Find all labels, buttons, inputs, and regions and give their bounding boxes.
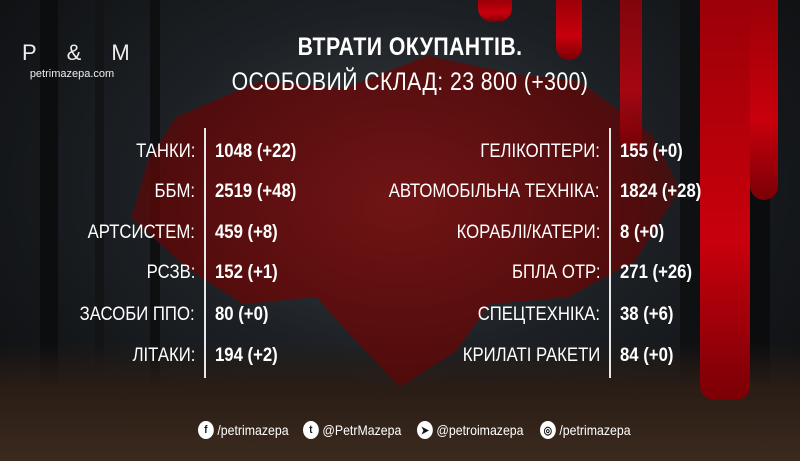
social-text: /petrimazepa <box>559 422 631 438</box>
social-instagram[interactable]: ◎/petrimazepa <box>539 421 631 439</box>
left-stat-label: ЛІТАКИ: <box>132 345 195 366</box>
left-stat-label: ББМ: <box>154 181 195 202</box>
social-text: /petrimazepa <box>217 422 289 438</box>
logo-url: petrimazepa.com <box>29 68 115 80</box>
left-stat-value: 1048 (+22) <box>215 141 297 162</box>
logo: P&M petrimazepa.com <box>22 26 160 80</box>
left-stat-value: 80 (+0) <box>215 304 269 325</box>
facebook-icon: f <box>198 421 214 439</box>
instagram-icon: ◎ <box>539 421 556 439</box>
blood-drip <box>700 0 750 400</box>
social-facebook[interactable]: f/petrimazepa <box>198 421 289 439</box>
divider-right <box>609 128 611 378</box>
right-stat-label: АВТОМОБІЛЬНА ТЕХНІКА: <box>389 181 600 202</box>
left-stat-label: РСЗВ: <box>146 262 195 283</box>
right-stat-label: КОРАБЛІ/КАТЕРИ: <box>456 222 600 243</box>
social-telegram[interactable]: ➤ @petroimazepa <box>416 421 524 439</box>
twitter-icon: t <box>302 421 319 439</box>
right-stat-value: 38 (+6) <box>620 304 674 325</box>
title: ВТРАТИ ОКУПАНТІВ. <box>297 33 523 61</box>
left-stat-label: ТАНКИ: <box>135 141 195 162</box>
right-stat-label: БПЛА ОТР: <box>511 262 600 283</box>
right-stat-label: СПЕЦТЕХНІКА: <box>477 304 600 325</box>
right-stat-value: 1824 (+28) <box>620 181 702 202</box>
divider-left <box>204 128 206 378</box>
blood-drip <box>556 0 582 60</box>
left-stat-value: 152 (+1) <box>215 262 278 283</box>
right-stat-value: 8 (+0) <box>620 222 665 243</box>
subtitle-personnel: ОСОБОВИЙ СКЛАД: 23 800 (+300) <box>231 68 589 96</box>
left-stat-value: 459 (+8) <box>215 222 278 243</box>
right-stat-label: КРИЛАТІ РАКЕТИ <box>462 345 600 366</box>
social-text: @petroimazepa <box>436 422 524 438</box>
right-stat-value: 271 (+26) <box>620 262 693 283</box>
telegram-icon: ➤ <box>416 421 433 439</box>
right-stat-label: ГЕЛІКОПТЕРИ: <box>480 141 600 162</box>
social-text: @PetrMazepa <box>322 422 402 438</box>
logo-letters: P&M <box>22 40 160 65</box>
right-stat-value: 155 (+0) <box>620 141 683 162</box>
left-stat-label: ЗАСОБИ ППО: <box>80 304 195 325</box>
social-links: f/petrimazepa t @PetrMazepa ➤ @petroimazep… <box>198 421 643 439</box>
blood-drip <box>478 0 512 22</box>
left-stat-value: 194 (+2) <box>215 345 278 366</box>
blood-drip <box>750 0 778 200</box>
left-stat-label: АРТСИСТЕМ: <box>87 222 195 243</box>
left-stat-value: 2519 (+48) <box>215 181 297 202</box>
blood-drip <box>620 0 642 150</box>
social-twitter[interactable]: t @PetrMazepa <box>302 421 402 439</box>
right-stat-value: 84 (+0) <box>620 345 674 366</box>
